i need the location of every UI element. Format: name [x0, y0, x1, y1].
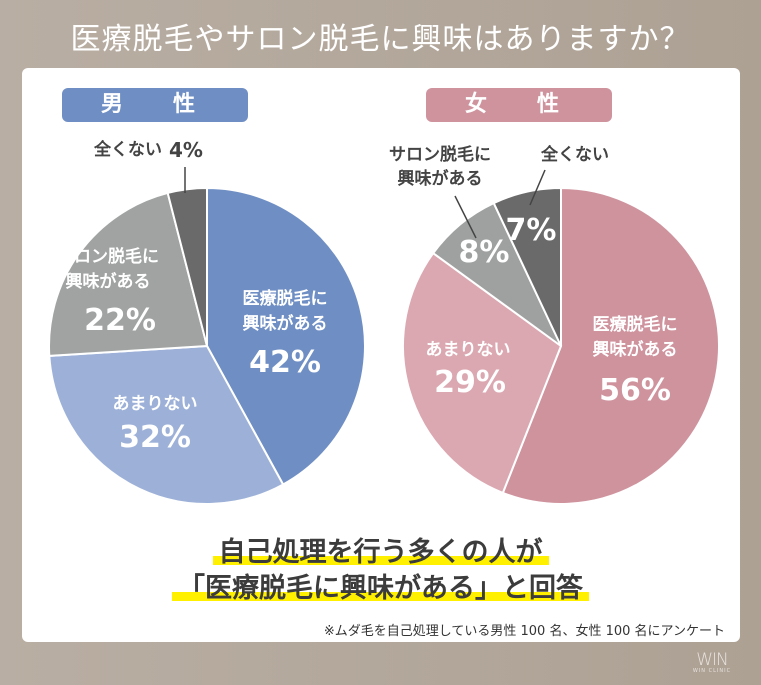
slice-value-label: 8% [459, 235, 510, 270]
slice-label: あまりない [426, 340, 511, 360]
slice-label: あまりない [113, 394, 198, 414]
slice-value-label: 32% [119, 420, 191, 455]
slice-label: 興味がある [593, 339, 678, 360]
slice-label: 医療脱毛に [243, 288, 328, 309]
slice-value-label: 4% [169, 138, 203, 162]
pie-slice [48, 344, 285, 505]
slice-label: 全くない [540, 144, 609, 165]
slice-value-label: 42% [249, 345, 321, 380]
pie-slice [166, 186, 208, 347]
slice-value-label: 7% [506, 213, 557, 248]
slice-label: 興味がある [66, 271, 151, 292]
slice-value-label: 22% [84, 303, 156, 338]
conclusion-line1: 自己処理を行う多くの人が [0, 530, 761, 569]
slice-label: サロン脱毛に [57, 246, 159, 267]
slice-value-label: 56% [599, 373, 671, 408]
footnote: ※ムダ毛を自己処理している男性 100 名、女性 100 名にアンケート [323, 624, 725, 639]
pie-slice [206, 186, 366, 486]
leader-line [454, 195, 477, 239]
female-header: 女 性 [426, 88, 612, 122]
pie-slice [48, 191, 209, 357]
pie-slice [492, 186, 562, 347]
leader-line [529, 169, 546, 206]
slice-value-label: 29% [434, 365, 506, 400]
slice-label: 興味がある [243, 313, 328, 334]
pie-slice [402, 251, 563, 495]
slice-label: 興味がある [398, 168, 483, 189]
win-clinic-logo: WIN WIN CLINIC [692, 650, 732, 675]
male-header: 男 性 [62, 88, 248, 122]
slice-label: サロン脱毛に [389, 144, 491, 165]
pie-slice [501, 186, 720, 505]
conclusion-line2: 「医療脱毛に興味がある」と回答 [0, 566, 761, 605]
page-title: 医療脱毛やサロン脱毛に興味はありますか？ [70, 22, 691, 57]
slice-label: 全くない [93, 139, 162, 160]
slice-label: 医療脱毛に [593, 314, 678, 335]
